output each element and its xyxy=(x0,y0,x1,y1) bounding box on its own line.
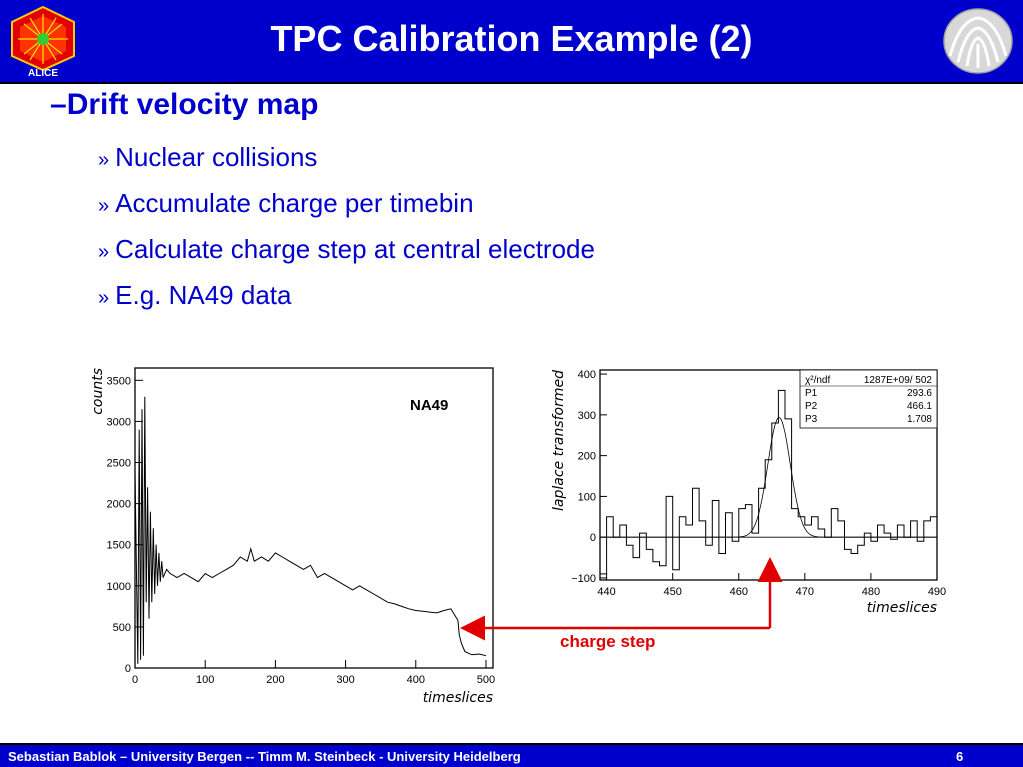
x-tick-label: 470 xyxy=(796,586,814,598)
alice-logo-text: ALICE xyxy=(28,68,58,78)
y-tick-label: 3500 xyxy=(107,375,131,387)
bullet-item: » Nuclear collisions xyxy=(98,142,317,173)
bullet-text: E.g. NA49 data xyxy=(115,280,292,310)
x-tick-label: 200 xyxy=(266,674,284,686)
x-tick-label: 100 xyxy=(196,674,214,686)
heading-text: Drift velocity map xyxy=(66,88,319,121)
bullet-text: Accumulate charge per timebin xyxy=(115,188,474,218)
stats-value: 466.1 xyxy=(907,401,932,412)
stats-value: 293.6 xyxy=(907,388,932,399)
bullet-item: » Accumulate charge per timebin xyxy=(98,188,474,219)
bullet-mark: » xyxy=(98,241,110,263)
y-tick-label: 1500 xyxy=(107,540,131,552)
x-tick-label: 400 xyxy=(407,674,425,686)
bullet-item: » E.g. NA49 data xyxy=(98,280,291,311)
fit-curve xyxy=(600,417,937,538)
x-tick-label: 0 xyxy=(132,674,138,686)
stats-label: P3 xyxy=(805,414,818,425)
y-axis-label: counts xyxy=(90,368,106,415)
bullet-text: Calculate charge step at central electro… xyxy=(115,234,595,264)
bullet-mark: » xyxy=(98,287,110,309)
y-tick-label: 3000 xyxy=(107,416,131,428)
stats-label: P2 xyxy=(805,401,818,412)
alice-logo: ALICE xyxy=(4,4,82,78)
title-bar xyxy=(0,0,1023,82)
section-heading: –Drift velocity map xyxy=(50,88,318,122)
laplace-chart: −100 0 100 200 300 400 440 450 460 470 480 490 χ²/… xyxy=(551,369,946,616)
y-tick-label: 400 xyxy=(578,369,596,381)
y-tick-label: 300 xyxy=(578,410,596,422)
page-number: 6 xyxy=(956,749,964,764)
bullet-item: » Calculate charge step at central electr… xyxy=(98,234,595,265)
chart-annotation: NA49 xyxy=(410,397,448,414)
x-axis-label: timeslices xyxy=(423,690,493,706)
bullet-text: Nuclear collisions xyxy=(115,142,318,172)
footer-bar: Sebastian Bablok – University Bergen -- … xyxy=(0,743,1023,767)
bullet-mark: » xyxy=(98,149,110,171)
y-tick-label: 2000 xyxy=(107,499,131,511)
bullet-mark: » xyxy=(98,195,110,217)
charge-step-label: charge step xyxy=(560,632,656,651)
y-tick-label: 0 xyxy=(590,532,596,544)
footer-authors: Sebastian Bablok – University Bergen -- … xyxy=(8,749,521,764)
x-axis-label: timeslices xyxy=(867,600,937,616)
y-tick-label: 200 xyxy=(578,451,596,463)
y-tick-label: 2500 xyxy=(107,458,131,470)
stats-value: 1.708 xyxy=(907,414,932,425)
stats-label: χ²/ndf xyxy=(805,375,830,386)
x-tick-label: 440 xyxy=(597,586,615,598)
x-tick-label: 480 xyxy=(862,586,880,598)
x-tick-label: 460 xyxy=(730,586,748,598)
y-tick-label: 100 xyxy=(578,491,596,503)
y-axis-label: laplace transformed xyxy=(551,370,567,511)
x-tick-label: 450 xyxy=(664,586,682,598)
x-tick-label: 500 xyxy=(477,674,495,686)
plot-frame xyxy=(134,367,494,669)
stats-box: χ²/ndf 1287E+09/ 502 P1 293.6 P2 466.1 P3 1.708 xyxy=(799,369,938,429)
series-line xyxy=(134,396,487,664)
counts-chart: 0 500 1000 1500 2000 2500 3000 3500 0 100 200 300 4… xyxy=(90,367,495,706)
y-tick-label: 1000 xyxy=(107,581,131,593)
university-logo xyxy=(943,8,1013,74)
stats-label: P1 xyxy=(805,388,818,399)
slide-title: TPC Calibration Example (2) xyxy=(270,18,753,59)
x-tick-label: 490 xyxy=(928,586,946,598)
heading-dash: – xyxy=(50,88,67,121)
stats-value: 1287E+09/ 502 xyxy=(864,375,933,386)
title-divider xyxy=(0,82,1023,84)
y-tick-label: −100 xyxy=(571,573,596,585)
y-tick-label: 500 xyxy=(113,622,131,634)
y-tick-label: 0 xyxy=(125,663,131,675)
x-tick-label: 300 xyxy=(336,674,354,686)
